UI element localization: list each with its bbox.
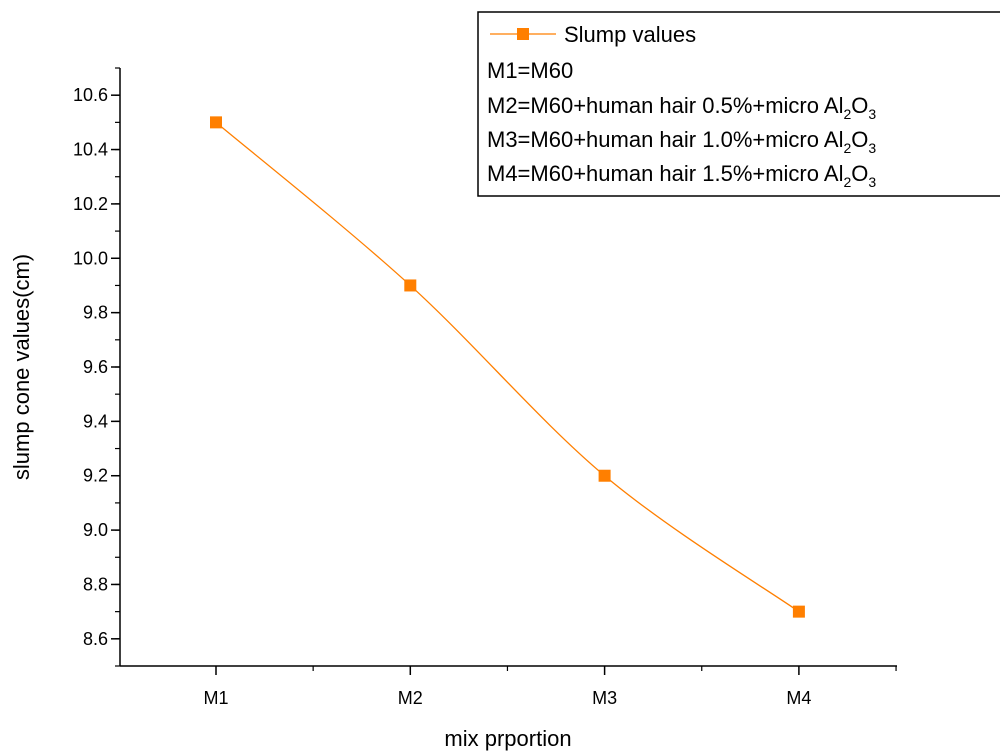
y-tick-label: 8.8 xyxy=(83,574,108,594)
x-axis-title: mix prportion xyxy=(444,726,571,751)
legend-note-m3-sub1: 2 xyxy=(843,140,851,156)
legend-note-m4-prefix: M4=M60+human hair 1.5%+micro xyxy=(487,161,824,186)
x-tick-label: M1 xyxy=(203,688,228,708)
legend-note-m2-sub2: 3 xyxy=(868,106,876,122)
legend-note-m1-prefix: M1=M60 xyxy=(487,58,573,83)
y-tick-label: 10.0 xyxy=(73,248,108,268)
data-point-marker xyxy=(404,279,417,292)
legend-note-m2-oxygen: O xyxy=(851,93,868,118)
legend-note-m3: M3=M60+human hair 1.0%+micro Al2O3 xyxy=(487,127,876,156)
data-point-marker xyxy=(598,469,611,482)
y-tick-label: 9.0 xyxy=(83,520,108,540)
y-tick-label: 9.4 xyxy=(83,411,108,431)
legend-note-m2: M2=M60+human hair 0.5%+micro Al2O3 xyxy=(487,93,876,122)
series-line xyxy=(215,121,800,613)
legend-note-m3-prefix: M3=M60+human hair 1.0%+micro xyxy=(487,127,824,152)
legend-note-m4-sub1: 2 xyxy=(843,174,851,190)
x-tick-label: M4 xyxy=(786,688,811,708)
y-tick-label: 9.8 xyxy=(83,303,108,323)
legend-note-m4-sub2: 3 xyxy=(868,174,876,190)
y-tick-label: 10.6 xyxy=(73,85,108,105)
data-point-marker xyxy=(792,605,805,618)
legend-note-m3-sub2: 3 xyxy=(868,140,876,156)
y-tick-label: 10.2 xyxy=(73,194,108,214)
legend-marker-swatch xyxy=(517,28,529,40)
y-ticks: 8.6 8.8 9.0 9.2 9.4 9.6 9.8 10.0 10.2 10.4 10.6 xyxy=(73,67,120,667)
legend-note-m4-metal: Al xyxy=(824,161,844,186)
y-tick-label: 9.2 xyxy=(83,466,108,486)
legend-note-m3-metal: Al xyxy=(824,127,844,152)
legend: Slump values M1=M60 M2=M60+human hair 0.… xyxy=(477,11,1000,197)
legend-note-m2-sub1: 2 xyxy=(843,106,851,122)
legend-box xyxy=(477,11,1000,197)
legend-note-m4-oxygen: O xyxy=(851,161,868,186)
x-ticks: M1 M2 M3 M4 xyxy=(203,666,897,708)
data-point-marker xyxy=(210,116,222,129)
series-layer xyxy=(210,116,805,618)
legend-series-name: Slump values xyxy=(564,22,696,47)
x-tick-label: M2 xyxy=(398,688,423,708)
legend-note-m2-metal: Al xyxy=(824,93,844,118)
y-tick-label: 10.4 xyxy=(73,140,108,160)
y-tick-label: 8.6 xyxy=(83,629,108,649)
legend-note-m3-oxygen: O xyxy=(851,127,868,152)
x-tick-label: M3 xyxy=(592,688,617,708)
y-axis-title: slump cone values(cm) xyxy=(9,254,34,480)
legend-note-m2-prefix: M2=M60+human hair 0.5%+micro xyxy=(487,93,824,118)
legend-note-m1: M1=M60 xyxy=(487,58,573,83)
legend-note-m4: M4=M60+human hair 1.5%+micro Al2O3 xyxy=(487,161,876,190)
y-tick-label: 9.6 xyxy=(83,357,108,377)
